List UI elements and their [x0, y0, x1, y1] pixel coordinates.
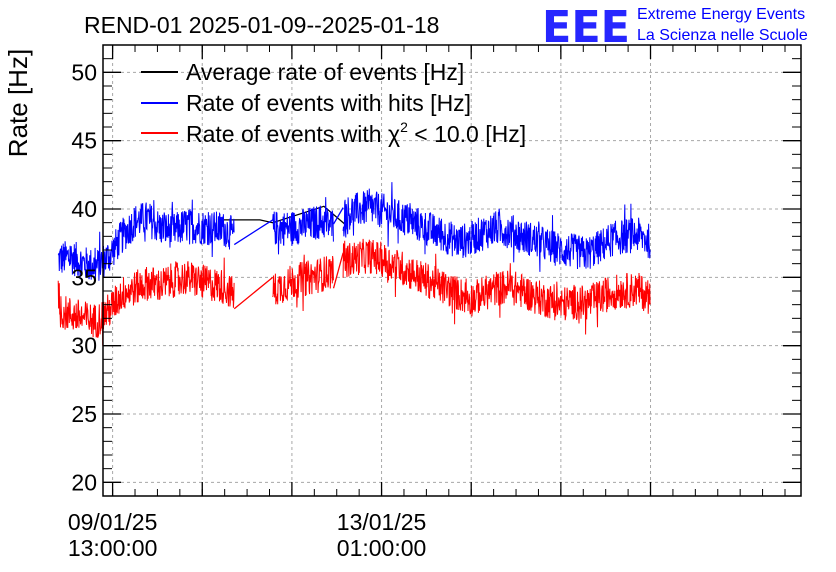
y-tick-label: 30	[71, 333, 97, 359]
series-chi2-connector	[332, 252, 344, 289]
x-tick-date: 13/01/25	[337, 509, 427, 535]
y-axis-title: Rate [Hz]	[3, 49, 33, 157]
series-hits-line	[342, 182, 651, 272]
x-tick-time: 01:00:00	[337, 535, 427, 561]
legend: Average rate of events [Hz] Rate of even…	[141, 59, 526, 147]
series-hits-line	[272, 197, 334, 255]
series-chi2-connector	[233, 276, 274, 310]
series-layer	[57, 182, 651, 346]
x-tick-date: 09/01/25	[68, 509, 158, 535]
series-hits-connector	[233, 219, 274, 246]
series-chi2-line	[57, 257, 235, 346]
x-tick-time: 13:00:00	[68, 535, 158, 561]
y-tick-label: 25	[71, 401, 97, 427]
legend-label-average: Average rate of events [Hz]	[186, 59, 464, 85]
series-chi2-line	[272, 254, 334, 312]
legend-label-hits: Rate of events with hits [Hz]	[186, 90, 471, 116]
plot-frame	[102, 44, 802, 497]
chart-title: REND-01 2025-01-09--2025-01-18	[84, 12, 439, 38]
y-tick-label: 35	[71, 264, 97, 290]
y-tick-label: 50	[71, 59, 97, 85]
axes	[103, 44, 801, 497]
legend-label-chi2: Rate of events with χ2 < 10.0 [Hz]	[186, 119, 526, 147]
brand-line-2: La Scienza nelle Scuole	[637, 27, 808, 44]
y-tick-label: 45	[71, 128, 97, 154]
brand-line-1: Extreme Energy Events	[637, 6, 805, 23]
series-hits-line	[57, 199, 235, 281]
series-hits-connector	[332, 207, 344, 225]
y-tick-label: 20	[71, 469, 97, 495]
series-chi2-line	[342, 238, 651, 335]
grid-lines	[103, 45, 801, 496]
y-tick-label: 40	[71, 196, 97, 222]
